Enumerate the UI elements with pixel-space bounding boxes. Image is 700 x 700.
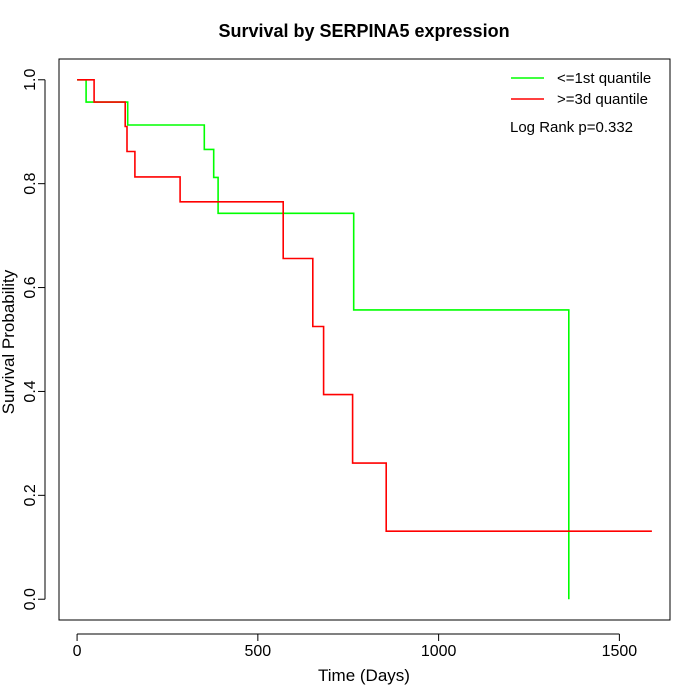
plot-area [58,58,671,621]
x-tick-label: 500 [244,643,271,660]
y-tick-label: 0.4 [22,380,39,402]
y-axis-label: Survival Probability [0,269,18,414]
legend-label: >=3d quantile [557,91,648,108]
legend: <=1st quantile >=3d quantile [511,70,651,108]
chart-title: Survival by SERPINA5 expression [218,21,509,41]
log-rank-annotation: Log Rank p=0.332 [510,119,633,136]
x-axis: 0 500 1000 1500 [73,633,638,660]
y-tick-label: 0.6 [22,276,39,298]
y-tick-label: 0.2 [22,484,39,506]
x-tick-label: 1000 [421,643,457,660]
x-tick-label: 1500 [602,643,638,660]
survival-curve-high [77,79,652,533]
y-axis: 0.0 0.2 0.4 0.6 0.8 1.0 [22,69,46,610]
y-tick-label: 1.0 [22,69,39,91]
y-tick-label: 0.0 [22,588,39,610]
legend-label: <=1st quantile [557,70,651,87]
x-axis-label: Time (Days) [318,666,410,685]
x-tick-label: 0 [73,643,82,660]
survival-curves [77,79,652,600]
y-tick-label: 0.8 [22,172,39,194]
